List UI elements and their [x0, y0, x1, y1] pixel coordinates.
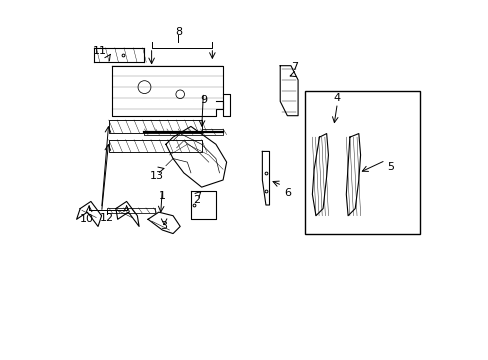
Text: 12: 12 [100, 212, 114, 222]
Text: 8: 8 [175, 27, 182, 37]
Bar [305, 91, 419, 234]
Text: 3: 3 [160, 221, 167, 231]
Text: 10: 10 [80, 214, 94, 224]
Text: 4: 4 [333, 93, 340, 103]
Text: 7: 7 [290, 63, 298, 72]
Text: 5: 5 [386, 162, 394, 172]
Text: 9: 9 [200, 95, 206, 105]
Text: 6: 6 [284, 188, 290, 198]
Text: 11: 11 [93, 46, 106, 57]
Text: 2: 2 [192, 195, 200, 204]
Text: 13: 13 [150, 171, 163, 181]
Text: 1: 1 [159, 191, 165, 201]
